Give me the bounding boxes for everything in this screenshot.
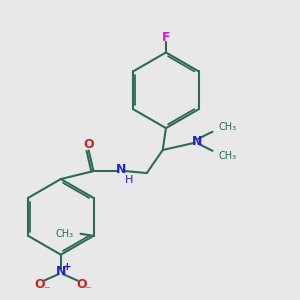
Text: N: N xyxy=(116,164,126,176)
Text: O: O xyxy=(76,278,87,291)
Text: CH₃: CH₃ xyxy=(218,151,237,160)
Text: ⁻: ⁻ xyxy=(85,284,91,297)
Text: N: N xyxy=(191,135,202,148)
Text: CH₃: CH₃ xyxy=(56,229,74,239)
Text: F: F xyxy=(162,31,170,44)
Text: O: O xyxy=(35,278,45,291)
Text: N: N xyxy=(56,265,66,278)
Text: +: + xyxy=(63,262,72,272)
Text: CH₃: CH₃ xyxy=(218,122,237,132)
Text: O: O xyxy=(83,137,94,151)
Text: H: H xyxy=(125,175,133,185)
Text: ⁻: ⁻ xyxy=(43,284,50,297)
